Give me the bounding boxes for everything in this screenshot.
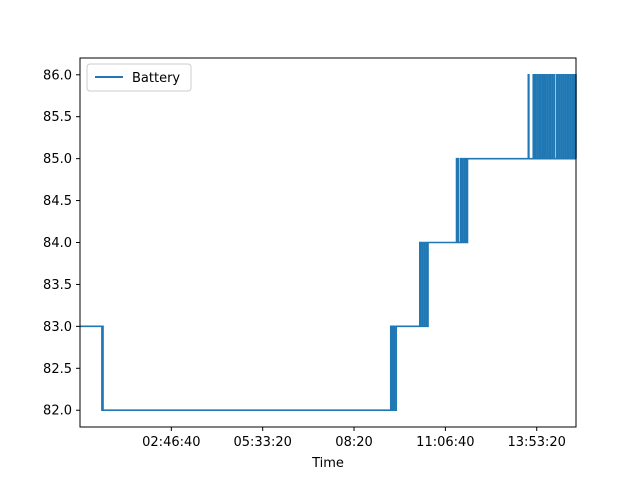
y-tick-label: 83.0 — [43, 320, 72, 335]
legend-label-battery: Battery — [132, 71, 180, 86]
y-axis-ticks: 82.0 82.5 83.0 83.5 84.0 84.5 85.0 85.5 86.0 — [43, 68, 80, 419]
y-tick-label: 83.5 — [43, 278, 72, 293]
x-axis-label: Time — [311, 456, 344, 471]
y-tick-label: 82.5 — [43, 362, 72, 377]
x-tick-label: 11:06:40 — [416, 435, 474, 450]
y-tick-label: 82.0 — [43, 404, 72, 419]
legend: Battery — [86, 63, 192, 92]
y-tick-label: 85.0 — [43, 152, 72, 167]
x-tick-label: 02:46:40 — [142, 435, 200, 450]
legend-box — [86, 63, 192, 92]
x-axis-ticks: 02:46:40 05:33:20 08:20 11:06:40 13:53:20 — [142, 427, 566, 450]
series-layer — [80, 73, 577, 412]
y-tick-label: 84.0 — [43, 236, 72, 251]
y-tick-label: 84.5 — [43, 194, 72, 209]
x-tick-label: 05:33:20 — [233, 435, 291, 450]
x-tick-label: 08:20 — [335, 435, 372, 450]
x-tick-label: 13:53:20 — [508, 435, 566, 450]
y-tick-label: 86.0 — [43, 68, 72, 83]
y-tick-label: 85.5 — [43, 110, 72, 125]
series-line-battery — [80, 73, 577, 412]
